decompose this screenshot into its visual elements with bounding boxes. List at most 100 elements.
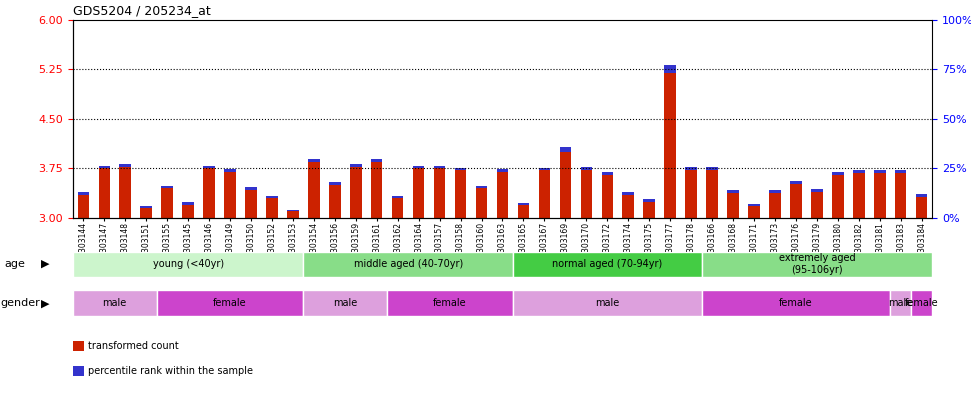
- Bar: [371, 159, 383, 162]
- Bar: [749, 206, 759, 218]
- Text: male: male: [333, 298, 357, 308]
- Bar: [141, 206, 151, 208]
- Bar: [811, 189, 822, 192]
- Bar: [622, 195, 634, 218]
- Bar: [702, 252, 932, 277]
- Bar: [224, 169, 236, 172]
- Bar: [601, 172, 613, 175]
- Text: female: female: [779, 298, 813, 308]
- Bar: [287, 211, 299, 218]
- Text: young (<40yr): young (<40yr): [152, 259, 223, 269]
- Bar: [476, 188, 487, 218]
- Text: middle aged (40-70yr): middle aged (40-70yr): [353, 259, 463, 269]
- Bar: [790, 184, 802, 218]
- Text: female: female: [433, 298, 467, 308]
- Bar: [266, 196, 278, 198]
- Bar: [141, 208, 151, 218]
- Bar: [413, 169, 424, 218]
- Bar: [702, 290, 890, 316]
- Bar: [497, 169, 508, 172]
- Bar: [832, 172, 844, 175]
- Bar: [98, 169, 110, 218]
- Bar: [329, 182, 341, 185]
- Bar: [392, 196, 404, 198]
- Bar: [203, 169, 215, 218]
- Bar: [769, 190, 781, 193]
- Text: ▶: ▶: [41, 259, 50, 269]
- Bar: [811, 192, 822, 218]
- Text: male: male: [888, 298, 913, 308]
- Bar: [895, 173, 907, 218]
- Bar: [644, 199, 655, 202]
- Bar: [287, 209, 299, 211]
- Bar: [559, 152, 571, 218]
- Bar: [434, 169, 446, 218]
- Bar: [832, 175, 844, 218]
- Bar: [727, 190, 739, 193]
- Bar: [350, 163, 361, 167]
- Bar: [706, 171, 718, 218]
- Bar: [895, 170, 907, 173]
- Bar: [454, 167, 466, 171]
- Bar: [916, 197, 927, 218]
- Bar: [371, 162, 383, 218]
- Bar: [664, 65, 676, 73]
- Bar: [161, 186, 173, 188]
- Text: female: female: [214, 298, 247, 308]
- Bar: [749, 204, 759, 206]
- Bar: [513, 290, 702, 316]
- Bar: [874, 173, 886, 218]
- Text: female: female: [905, 298, 939, 308]
- Bar: [539, 167, 551, 171]
- Bar: [854, 173, 864, 218]
- Bar: [622, 192, 634, 195]
- Bar: [686, 167, 697, 171]
- Bar: [706, 167, 718, 171]
- Bar: [303, 252, 513, 277]
- Bar: [161, 188, 173, 218]
- Bar: [183, 205, 194, 218]
- Text: percentile rank within the sample: percentile rank within the sample: [88, 366, 253, 376]
- Bar: [727, 193, 739, 218]
- Bar: [454, 171, 466, 218]
- Bar: [203, 165, 215, 169]
- Bar: [119, 163, 131, 167]
- Bar: [664, 73, 676, 218]
- Bar: [513, 252, 702, 277]
- Bar: [73, 290, 156, 316]
- Bar: [350, 167, 361, 218]
- Bar: [581, 167, 592, 171]
- Bar: [78, 192, 89, 195]
- Bar: [119, 167, 131, 218]
- Text: GDS5204 / 205234_at: GDS5204 / 205234_at: [73, 4, 211, 17]
- Text: extremely aged
(95-106yr): extremely aged (95-106yr): [779, 253, 855, 275]
- Bar: [890, 290, 911, 316]
- Bar: [308, 159, 319, 162]
- Bar: [601, 175, 613, 218]
- Bar: [224, 172, 236, 218]
- Bar: [156, 290, 303, 316]
- Bar: [246, 190, 256, 218]
- Bar: [497, 172, 508, 218]
- Bar: [392, 198, 404, 218]
- Bar: [246, 187, 256, 190]
- Bar: [308, 162, 319, 218]
- Bar: [686, 171, 697, 218]
- Text: ▶: ▶: [41, 298, 50, 309]
- Bar: [874, 170, 886, 173]
- Bar: [266, 198, 278, 218]
- Bar: [518, 203, 529, 205]
- Bar: [790, 181, 802, 184]
- Bar: [434, 165, 446, 169]
- Bar: [329, 185, 341, 218]
- Bar: [854, 170, 864, 173]
- Bar: [518, 205, 529, 218]
- Bar: [303, 290, 387, 316]
- Bar: [769, 193, 781, 218]
- Bar: [387, 290, 513, 316]
- Text: normal aged (70-94yr): normal aged (70-94yr): [552, 259, 662, 269]
- Bar: [78, 195, 89, 218]
- Text: age: age: [5, 259, 25, 269]
- Bar: [183, 202, 194, 205]
- Text: male: male: [595, 298, 619, 308]
